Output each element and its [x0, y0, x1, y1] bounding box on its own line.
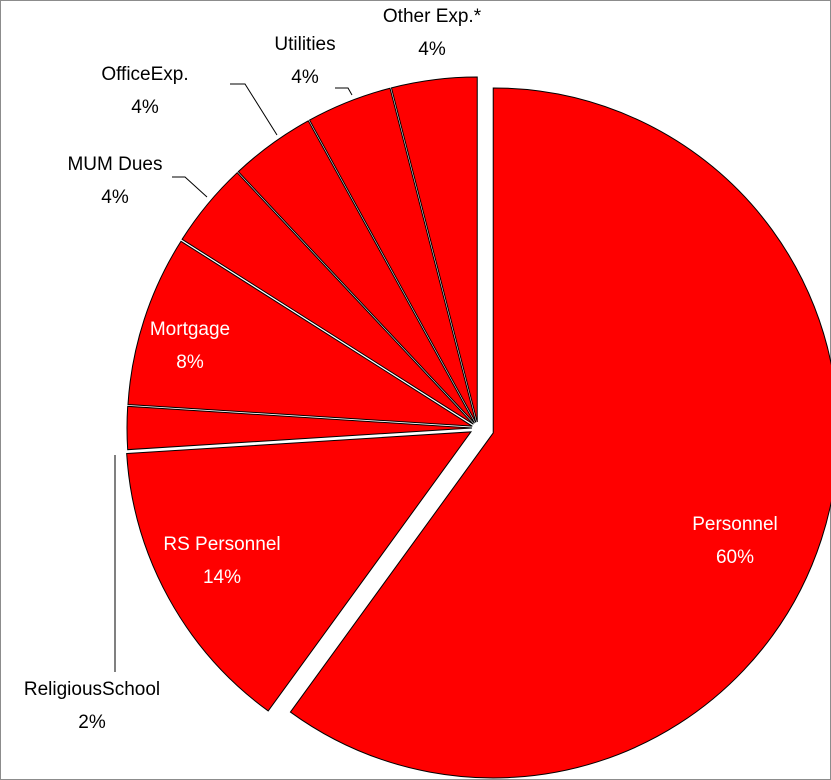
slice-label: MUM Dues: [67, 154, 162, 175]
leader-line: [172, 176, 208, 198]
slice-value-label: 4%: [291, 67, 319, 88]
slice-value-label: 14%: [203, 567, 241, 588]
slice-label: RS Personnel: [163, 534, 280, 555]
pie-slice: [126, 405, 473, 451]
slice-label: Mortgage: [150, 319, 230, 340]
slice-value-label: 4%: [131, 97, 159, 118]
slice-label: Other Exp.*: [383, 6, 482, 27]
slice-value-label: 4%: [418, 39, 446, 60]
slice-label: ReligiousSchool: [24, 679, 160, 700]
slice-label: Personnel: [692, 514, 778, 535]
pie-slice: [127, 240, 473, 427]
pie-slice: [237, 120, 475, 424]
leader-line: [335, 87, 353, 96]
slice-value-label: 8%: [176, 352, 204, 373]
pie-slice: [181, 171, 474, 425]
pie-slice: [126, 431, 473, 712]
pie-slice: [308, 87, 477, 423]
slice-value-label: 4%: [101, 187, 129, 208]
leader-line: [230, 83, 278, 136]
slice-label: Utilities: [274, 34, 335, 55]
slice-value-label: 60%: [716, 547, 754, 568]
slice-label: OfficeExp.: [101, 64, 188, 85]
pie-slice: [289, 87, 831, 779]
slice-value-label: 2%: [78, 712, 106, 733]
pie-slice: [390, 76, 478, 423]
